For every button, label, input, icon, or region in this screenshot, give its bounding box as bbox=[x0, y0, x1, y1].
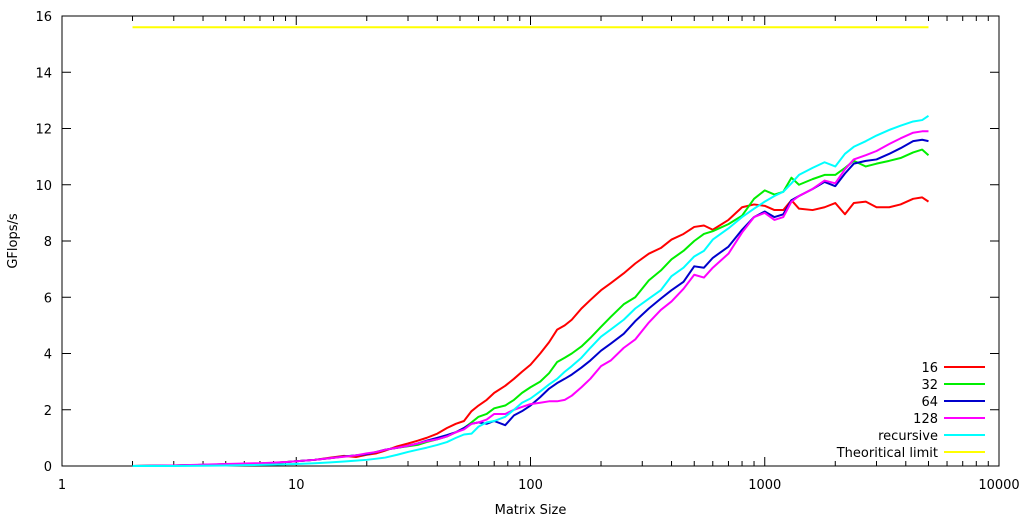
x-axis: 1 10 100 1000 10000 bbox=[58, 16, 1020, 493]
y-tick-label: 4 bbox=[44, 348, 52, 363]
x-tick-label: 100 bbox=[518, 478, 543, 493]
x-tick-label: 1 bbox=[58, 478, 66, 493]
x-tick-label: 10 bbox=[288, 478, 305, 493]
x-tick-label: 10000 bbox=[978, 478, 1019, 493]
series-line-32 bbox=[132, 148, 930, 467]
y-axis: 0 2 4 6 8 10 12 14 16 bbox=[35, 10, 999, 475]
y-tick-label: 0 bbox=[44, 460, 52, 475]
y-tick-label: 2 bbox=[44, 404, 52, 419]
series-line-128 bbox=[132, 130, 929, 467]
series-lines bbox=[132, 26, 930, 467]
legend-label: 128 bbox=[913, 412, 938, 427]
y-tick-label: 10 bbox=[35, 179, 52, 194]
legend: 16 32 64 128 recursive Theoritical limit bbox=[836, 361, 985, 461]
series-line-64 bbox=[132, 138, 929, 467]
y-tick-label: 12 bbox=[35, 123, 52, 138]
legend-label: recursive bbox=[878, 429, 938, 444]
series-line-recursive bbox=[132, 115, 930, 467]
legend-label: Theoritical limit bbox=[836, 446, 938, 461]
y-tick-label: 8 bbox=[44, 235, 52, 250]
x-tick-label: 1000 bbox=[748, 478, 781, 493]
series-line-16 bbox=[132, 196, 930, 467]
y-tick-label: 14 bbox=[35, 66, 52, 81]
legend-label: 32 bbox=[921, 378, 938, 393]
legend-label: 64 bbox=[921, 395, 938, 410]
legend-label: 16 bbox=[921, 361, 938, 376]
y-tick-label: 16 bbox=[35, 10, 52, 25]
y-axis-title: GFlops/s bbox=[6, 213, 21, 269]
y-tick-label: 6 bbox=[44, 291, 52, 306]
x-axis-title: Matrix Size bbox=[495, 503, 567, 518]
